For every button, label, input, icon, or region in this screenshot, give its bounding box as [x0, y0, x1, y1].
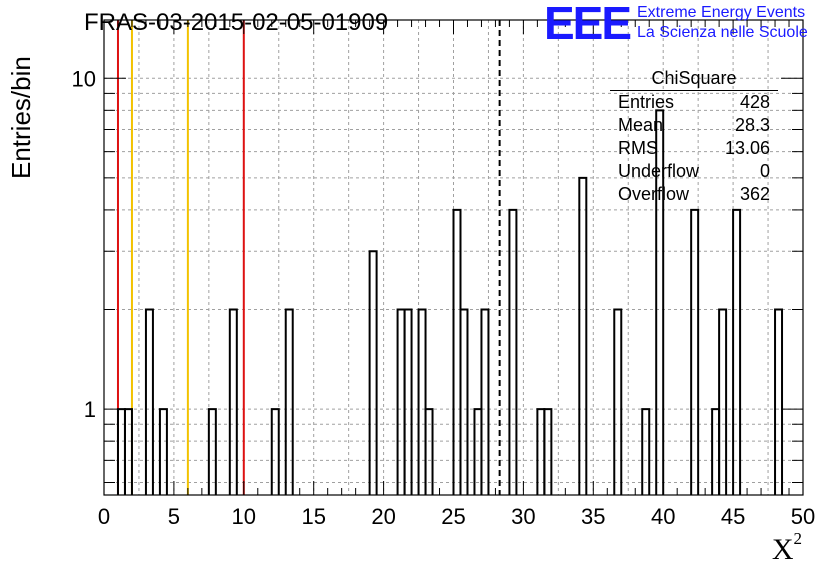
y-tick-labels: 1 10: [72, 66, 96, 422]
histogram-bar: [403, 308, 413, 495]
x-tick-label: 50: [791, 504, 815, 529]
y-tick-label: 10: [72, 66, 96, 91]
logo-line-2: La Scienza nelle Scuole: [637, 24, 808, 41]
stats-row: Underflow 0: [610, 160, 778, 183]
histogram-bar: [452, 208, 462, 495]
histogram-bar: [396, 308, 406, 495]
y-axis-label: Entries/bin: [6, 56, 36, 179]
x-tick-label: 30: [511, 504, 535, 529]
stats-row: RMS 13.06: [610, 137, 778, 160]
histogram-bar: [368, 250, 378, 495]
x-tick-label: 0: [98, 504, 110, 529]
stats-row: Entries 428: [610, 91, 778, 114]
histogram-bar: [424, 408, 434, 495]
x-tick-label: 35: [581, 504, 605, 529]
histogram-bar: [207, 408, 217, 495]
stats-label: Mean: [618, 115, 664, 135]
y-tick-label: 1: [84, 397, 96, 422]
histogram-bar: [228, 308, 238, 495]
logo-line-1: Extreme Energy Events: [637, 4, 806, 21]
axes: [103, 19, 804, 496]
histogram-bar: [158, 408, 168, 495]
x-tick-label: 10: [232, 504, 256, 529]
stats-box: ChiSquare Entries 428 Mean 28.3 RMS 13.06 U…: [610, 68, 778, 206]
x-tick-label: 45: [721, 504, 745, 529]
stats-label: Overflow: [618, 184, 690, 204]
histogram-bar: [641, 408, 651, 495]
x-tick-label: 5: [168, 504, 180, 529]
stats-row: Overflow 362: [610, 183, 778, 206]
stats-label: Entries: [618, 92, 675, 112]
histogram-bar: [578, 176, 588, 495]
histogram-bar: [480, 308, 490, 495]
stats-value: 362: [739, 184, 770, 204]
stats-value: 13.06: [724, 138, 770, 158]
x-tick-labels: 0 5 10 15 20 25 30 35 40 45 50: [98, 504, 815, 529]
histogram-bar: [459, 308, 469, 495]
x-axis-label-superscript: 2: [793, 529, 803, 548]
x-tick-label: 25: [441, 504, 465, 529]
x-tick-label: 20: [371, 504, 395, 529]
x-axis-label-base: X: [771, 533, 794, 566]
eee-logo: EEE Extreme Energy Events La Scienza nel…: [544, 0, 836, 49]
histogram-bar: [690, 208, 700, 495]
histogram-bars: [116, 109, 784, 495]
histogram-bar: [123, 408, 133, 495]
histogram-bar: [655, 109, 665, 495]
stats-label: Underflow: [618, 161, 700, 181]
histogram-bar: [270, 408, 280, 495]
histogram-bar: [417, 308, 427, 495]
x-axis-label: X2: [771, 529, 802, 567]
histogram-bar: [144, 308, 154, 495]
histogram-bar: [543, 408, 553, 495]
stats-label: RMS: [618, 138, 658, 158]
stats-row: Mean 28.3: [610, 114, 778, 137]
stats-value: 428: [739, 92, 770, 112]
stats-title: ChiSquare: [610, 68, 778, 91]
x-tick-label: 15: [301, 504, 325, 529]
histogram-bar: [613, 308, 623, 495]
stats-value: 0: [759, 161, 770, 181]
x-tick-label: 40: [651, 504, 675, 529]
histogram-bar: [732, 208, 742, 495]
logo-mark: EEE: [544, 0, 632, 49]
histogram-bar: [718, 308, 728, 495]
stats-value: 28.3: [734, 115, 770, 135]
histogram-bar: [508, 208, 518, 495]
histogram-bar: [284, 308, 294, 495]
histogram-bar: [774, 308, 784, 495]
chart-title: FRAS-03-2015-02-05-01909: [84, 9, 389, 36]
